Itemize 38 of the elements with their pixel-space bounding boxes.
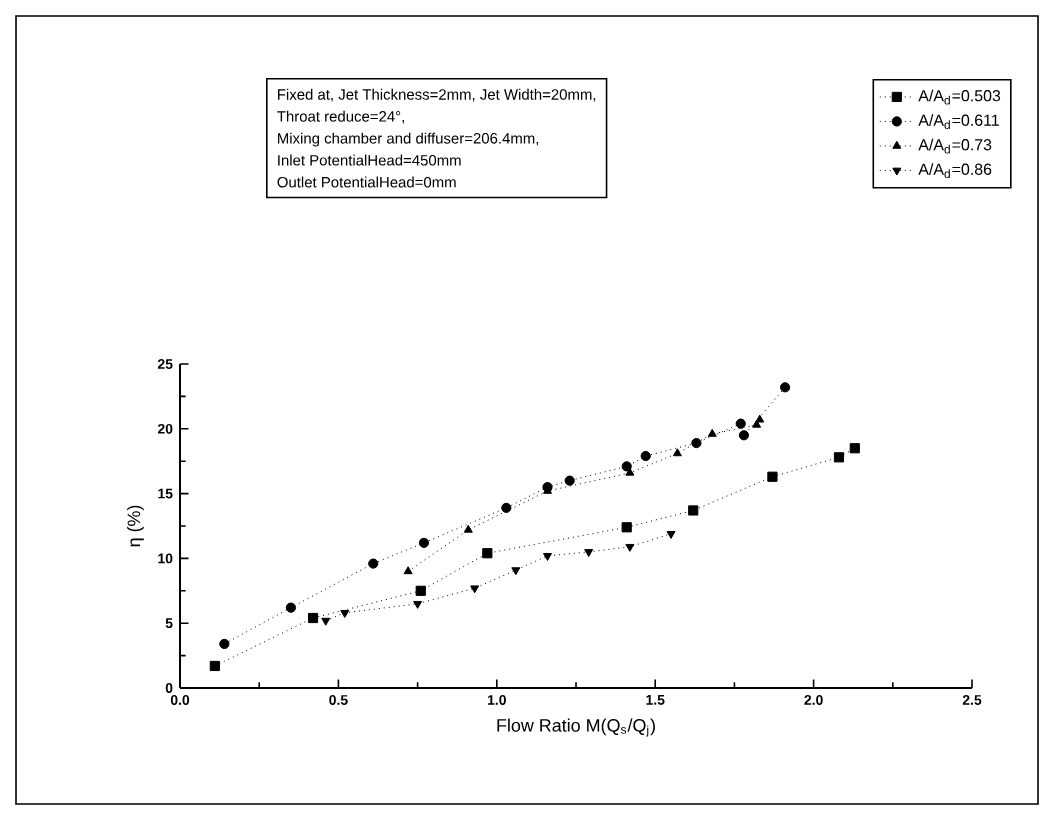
point xyxy=(415,585,426,596)
point xyxy=(285,602,296,613)
x-axis-title: Flow Ratio M(Q$_{s}$/Q$_{j}$) xyxy=(497,718,655,737)
point xyxy=(640,450,651,462)
point xyxy=(511,567,521,576)
point xyxy=(625,467,635,476)
point xyxy=(307,612,319,624)
point xyxy=(564,475,575,486)
point xyxy=(584,549,594,558)
point xyxy=(418,537,430,548)
point xyxy=(368,558,379,569)
point xyxy=(340,610,350,618)
point xyxy=(482,548,493,559)
point xyxy=(755,414,765,423)
point xyxy=(621,522,632,533)
point xyxy=(691,437,702,449)
point xyxy=(707,428,717,437)
point xyxy=(413,600,423,609)
point xyxy=(470,585,480,594)
point xyxy=(849,443,860,454)
point xyxy=(321,617,331,626)
point xyxy=(625,543,635,552)
point xyxy=(666,530,676,539)
point xyxy=(780,382,791,393)
point xyxy=(501,502,512,513)
point xyxy=(735,418,746,429)
y-axis-title: η (%) xyxy=(127,505,144,547)
point xyxy=(688,505,699,516)
point xyxy=(833,452,845,463)
point xyxy=(543,553,552,561)
point xyxy=(738,430,750,441)
point xyxy=(672,448,682,457)
point xyxy=(403,566,413,575)
point xyxy=(463,524,473,533)
point xyxy=(621,461,632,472)
point xyxy=(767,471,778,482)
point xyxy=(209,660,220,672)
point xyxy=(219,638,230,650)
